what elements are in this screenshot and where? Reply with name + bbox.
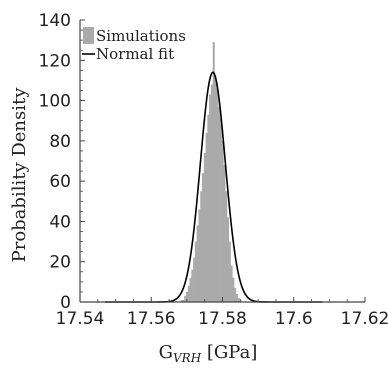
y-tick-label: 60 <box>49 172 71 192</box>
histogram-bar <box>235 293 238 302</box>
histogram-bar <box>205 132 208 302</box>
histogram-bar <box>194 241 197 302</box>
y-tick-label: 0 <box>60 293 71 313</box>
histogram-bar <box>234 287 237 302</box>
y-tick-label: 20 <box>49 253 71 273</box>
histogram-bar <box>225 191 228 302</box>
histogram-bar <box>232 277 235 302</box>
x-axis-title-subscript: VRH <box>173 351 202 365</box>
y-tick-label: 40 <box>49 212 71 232</box>
legend-label-simulations: Simulations <box>96 27 186 45</box>
x-tick-label: 17.56 <box>127 309 176 329</box>
histogram-bar <box>212 42 215 303</box>
y-tick-label: 100 <box>39 92 71 112</box>
histogram-bar <box>228 241 231 302</box>
histogram-bar <box>230 265 233 302</box>
histogram-bar <box>189 277 192 302</box>
histogram-bar <box>185 291 189 302</box>
histogram-bar <box>200 191 203 302</box>
x-ticks: 17.54 17.56 17.58 17.6 17.62 <box>56 297 388 329</box>
histogram-bar <box>226 217 230 302</box>
y-tick-label: 120 <box>39 51 71 71</box>
histogram-bars <box>180 42 242 303</box>
histogram-bar <box>203 152 206 302</box>
y-tick-label: 80 <box>49 132 71 152</box>
x-axis-title-unit: [GPa] <box>201 342 257 363</box>
x-tick-label: 17.58 <box>198 309 247 329</box>
legend: Simulations Normal fit <box>82 27 186 63</box>
y-tick-label: 140 <box>39 11 71 31</box>
x-tick-label: 17.6 <box>275 309 313 329</box>
x-tick-label: 17.54 <box>56 309 105 329</box>
histogram-bar <box>193 257 196 302</box>
histogram-bar <box>216 88 219 302</box>
histogram-bar <box>207 114 210 303</box>
histogram-bar <box>223 165 226 302</box>
histogram-bar <box>196 225 199 302</box>
y-axis-title: Probability Density <box>9 87 30 263</box>
x-axis-title-main: G <box>159 342 173 363</box>
legend-swatch-simulations <box>83 27 94 44</box>
histogram-bar <box>219 118 222 302</box>
histogram-bar <box>182 299 185 302</box>
histogram-bar <box>191 269 194 302</box>
y-ticks: 0 20 40 60 80 100 120 140 <box>39 11 85 313</box>
histogram-bar <box>218 106 221 302</box>
x-axis-title: GVRH [GPa] <box>159 342 258 365</box>
histogram-bar <box>187 285 190 302</box>
histogram-bar <box>180 299 183 302</box>
histogram-bar <box>202 173 205 302</box>
x-tick-label: 17.62 <box>341 309 388 329</box>
histogram-bar <box>210 84 214 302</box>
histogram-bar <box>237 297 240 302</box>
histogram-bar <box>214 76 217 303</box>
histogram-bar <box>184 295 187 302</box>
legend-label-normal-fit: Normal fit <box>96 45 174 63</box>
histogram-bar <box>198 209 201 302</box>
histogram-bar <box>209 94 212 303</box>
histogram-bar <box>221 140 224 302</box>
